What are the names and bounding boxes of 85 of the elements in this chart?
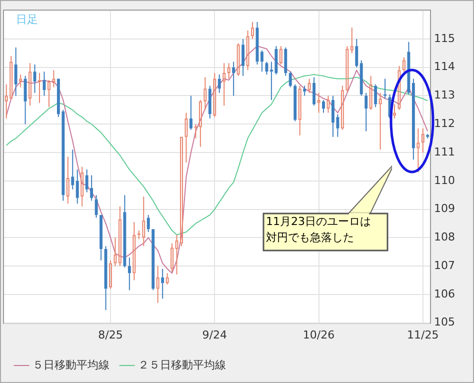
candlestick — [156, 266, 160, 304]
candlestick — [369, 75, 372, 110]
y-tick-label: 105 — [434, 316, 455, 329]
candlestick — [340, 85, 344, 130]
candlestick — [204, 76, 207, 110]
candlestick — [303, 85, 306, 96]
candlestick — [412, 78, 415, 160]
candlestick — [208, 85, 212, 119]
candlestick — [251, 21, 254, 40]
candlestick — [184, 112, 188, 163]
candlestick — [298, 85, 302, 136]
candlestick — [407, 41, 410, 95]
candlestick — [232, 61, 236, 96]
candlestick — [364, 92, 368, 132]
candlestick — [213, 72, 216, 118]
candlestick — [416, 128, 420, 173]
candlestick — [346, 46, 349, 92]
candlestick — [265, 61, 268, 75]
candlestick — [378, 92, 382, 150]
candlestick — [227, 62, 230, 80]
candlestick — [246, 30, 250, 71]
candlestick — [132, 222, 136, 281]
y-tick-label: 106 — [434, 287, 455, 300]
y-tick-label: 109 — [434, 202, 455, 216]
candlestick — [279, 46, 282, 66]
candlestick — [19, 74, 22, 88]
candlestick — [175, 234, 178, 276]
annotation: 日足 — [16, 12, 38, 26]
candlestick — [123, 194, 126, 268]
candlestick — [152, 229, 155, 291]
candlestick — [38, 72, 41, 104]
candlestick — [260, 50, 264, 72]
candlestick — [294, 84, 297, 122]
y-tick-label: 114 — [434, 60, 455, 74]
y-tick-label: 115 — [434, 32, 455, 45]
candlestick — [402, 56, 406, 72]
candlestick — [180, 136, 183, 247]
candlestick — [236, 42, 240, 76]
candlestick — [288, 71, 292, 88]
candlestick — [242, 38, 244, 76]
y-tick-label: 112 — [434, 116, 455, 130]
candlestick — [355, 38, 358, 68]
candlestick — [128, 257, 131, 291]
annotation: 11月23日のユーロは対円でも急落した — [266, 214, 372, 246]
candlestick — [222, 62, 226, 106]
y-tick-label: 108 — [434, 230, 455, 244]
candlestick — [71, 149, 74, 190]
candlestick — [14, 46, 18, 96]
candlestick — [421, 128, 424, 154]
candlestick — [398, 65, 401, 110]
candlestick — [326, 95, 330, 114]
y-tick-label: 107 — [434, 258, 455, 272]
candlestick — [426, 134, 430, 139]
candlestick — [114, 237, 117, 267]
x-tick-label: 10/26 — [302, 328, 335, 342]
x-tick-label: 9/24 — [202, 328, 227, 342]
y-tick-label: 111 — [434, 145, 455, 158]
x-tick-label: 11/25 — [407, 328, 439, 342]
y-tick-label: 110 — [434, 174, 455, 187]
candlestick — [170, 242, 174, 272]
candlestick — [76, 169, 79, 204]
candlestick — [393, 104, 396, 119]
legend-label: ２５日移動平均線 — [138, 358, 226, 372]
candlestick — [308, 78, 311, 94]
candlestick — [350, 27, 354, 54]
candlestick — [198, 100, 202, 148]
candlestick — [118, 206, 122, 267]
candlestick — [80, 166, 84, 207]
candlestick — [66, 156, 70, 204]
legend-label: ５日移動平均線 — [32, 358, 110, 372]
candlestick — [322, 100, 325, 114]
candlestick — [161, 268, 164, 300]
candlestick — [284, 46, 288, 76]
candlestick — [94, 194, 98, 218]
y-tick-label: 113 — [434, 88, 455, 102]
candlestick — [24, 75, 27, 125]
candlestick — [190, 95, 192, 130]
candlestick — [317, 92, 320, 114]
candlestick — [28, 62, 32, 106]
candlestick — [374, 84, 378, 108]
candlestick — [166, 272, 169, 285]
candlestick — [312, 76, 316, 106]
candlestick — [218, 74, 221, 94]
x-tick-label: 8/25 — [98, 328, 123, 342]
candlestick — [146, 214, 150, 232]
